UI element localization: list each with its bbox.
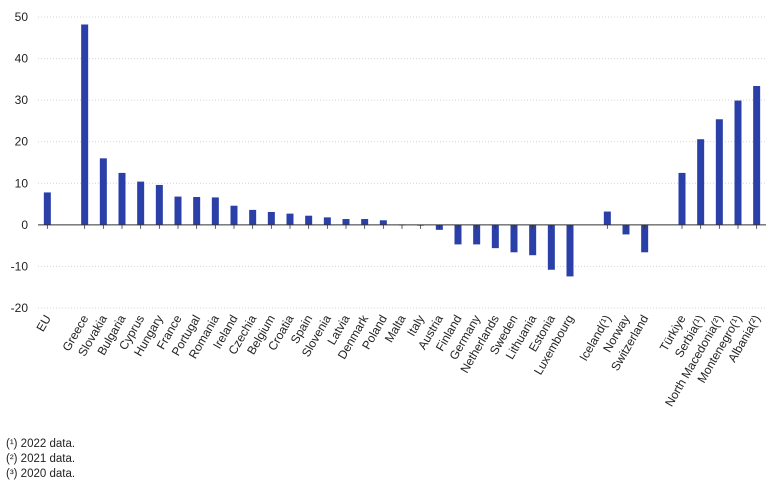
y-tick-label: 40 [15,52,29,66]
chart: -20 -10 0 10 20 30 40 50 EU Greece Slovakia Bulgar… [6,10,766,480]
bar [379,220,387,225]
y-tick-label: -10 [11,259,29,273]
bar [361,219,369,225]
gridlines [38,16,766,309]
bar [323,217,331,225]
bar [510,224,518,253]
bar [43,192,51,225]
bar [118,172,126,225]
bars [43,24,761,277]
bar [734,100,742,225]
bar [678,172,686,225]
bar [249,209,257,225]
y-axis-tick-labels: -20 -10 0 10 20 30 40 50 [11,10,29,315]
y-tick-label: 0 [21,218,28,232]
x-tick-label: EU [33,313,53,334]
bar-chart: -20 -10 0 10 20 30 40 50 EU GreeceSlovakiaBulgar… [11,10,766,409]
bar [622,224,630,235]
bar [603,211,611,225]
y-tick-label: 50 [15,10,29,24]
bar [305,215,313,225]
footnote-2: (²) 2021 data. [6,453,76,465]
bar [491,224,499,249]
y-tick-label: 30 [15,93,29,107]
bar [454,224,462,245]
bar [99,158,107,225]
bar [715,119,723,225]
bar [547,224,555,270]
bar [155,184,163,225]
bar [473,224,481,245]
bar [753,86,761,225]
zero-axis [38,224,766,229]
bar [697,139,705,225]
bar [286,213,294,225]
bar [193,197,201,225]
bar [529,224,537,256]
bar [81,24,89,225]
x-tick-label: Malta [382,312,409,345]
bar [174,196,182,225]
bar [230,205,238,225]
footnote-1: (¹) 2022 data. [6,438,76,450]
x-axis-tick-labels: EU GreeceSlovakiaBulgariaCyprusHungaryFra… [33,312,763,409]
bar [342,219,350,225]
y-tick-label: 20 [15,135,29,149]
bar [566,224,574,277]
bar [641,224,649,253]
y-tick-label: -20 [11,301,29,315]
y-tick-label: 10 [15,176,29,190]
bar [267,211,275,225]
bar [137,181,145,225]
bar [211,197,219,225]
